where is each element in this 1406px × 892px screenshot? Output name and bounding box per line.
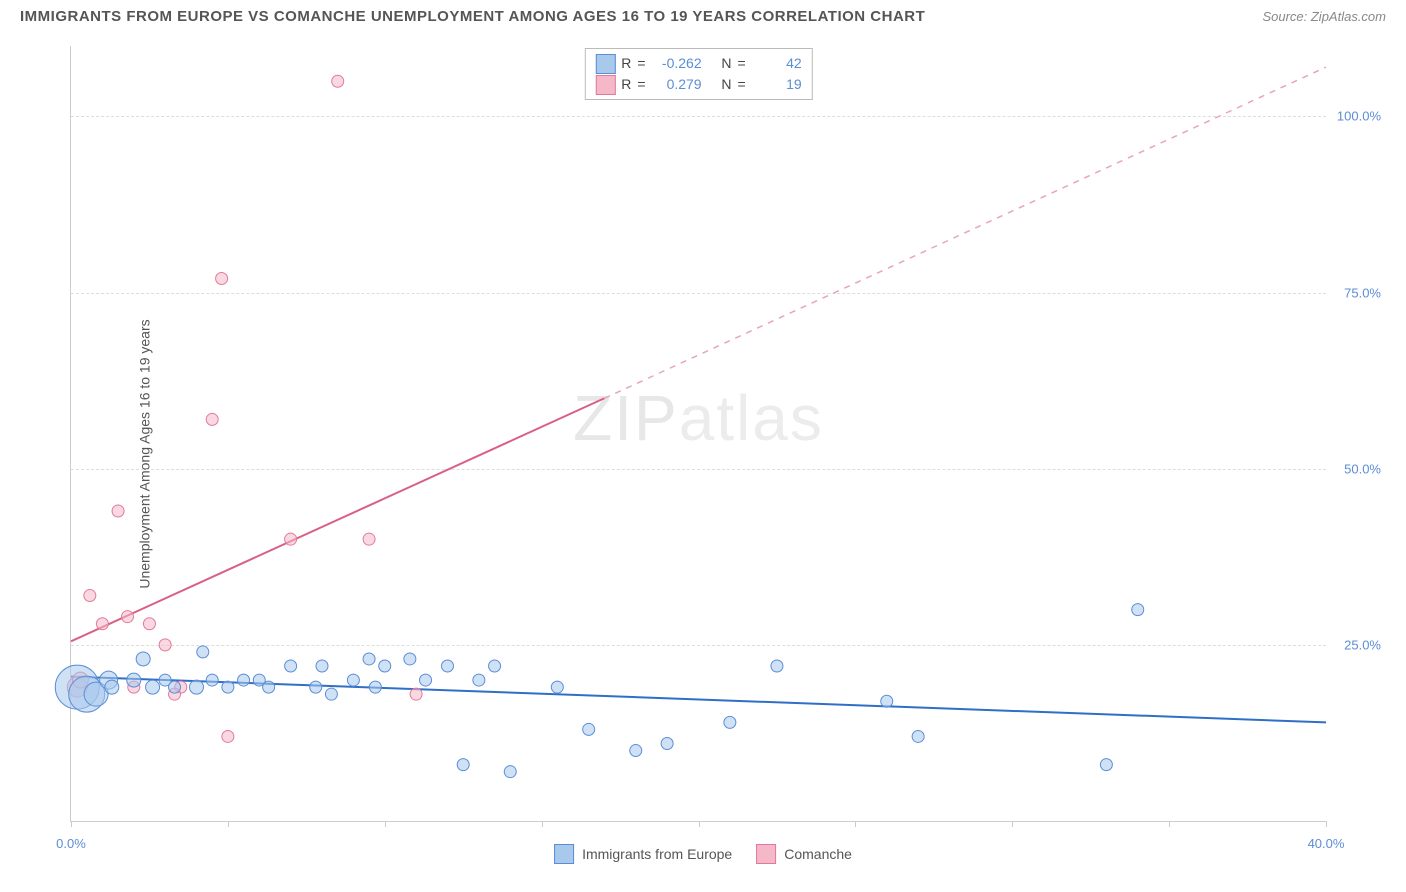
data-point xyxy=(206,413,218,425)
data-point xyxy=(332,75,344,87)
legend-swatch-pink xyxy=(756,844,776,864)
xtick xyxy=(385,821,386,827)
n-value-pink: 19 xyxy=(752,74,802,95)
data-point xyxy=(222,681,234,693)
eq: = xyxy=(637,74,645,95)
data-point xyxy=(316,660,328,672)
data-point xyxy=(190,680,204,694)
data-point xyxy=(136,652,150,666)
data-point xyxy=(285,533,297,545)
data-point xyxy=(369,681,381,693)
data-point xyxy=(96,618,108,630)
correlation-stats-box: R = -0.262 N = 42 R = 0.279 N = 19 xyxy=(584,48,812,100)
data-point xyxy=(84,590,96,602)
legend-label-pink: Comanche xyxy=(784,846,852,862)
xtick xyxy=(542,821,543,827)
xtick-label: 40.0% xyxy=(1308,836,1345,851)
trendline-pink-dash xyxy=(604,67,1326,398)
r-label: R xyxy=(621,74,631,95)
xtick xyxy=(71,821,72,827)
data-point xyxy=(410,688,422,700)
data-point xyxy=(489,660,501,672)
data-point xyxy=(420,674,432,686)
data-point xyxy=(238,674,250,686)
n-label: N xyxy=(721,53,731,74)
data-point xyxy=(442,660,454,672)
r-value-pink: 0.279 xyxy=(652,74,702,95)
ytick-label: 50.0% xyxy=(1344,461,1381,476)
plot-svg xyxy=(71,46,1326,821)
swatch-blue xyxy=(595,54,615,74)
xtick-label: 0.0% xyxy=(56,836,86,851)
data-point xyxy=(263,681,275,693)
data-point xyxy=(457,759,469,771)
data-point xyxy=(146,680,160,694)
legend-swatch-blue xyxy=(554,844,574,864)
data-point xyxy=(310,681,322,693)
data-point xyxy=(379,660,391,672)
data-point xyxy=(363,533,375,545)
n-label: N xyxy=(721,74,731,95)
data-point xyxy=(363,653,375,665)
source-attribution: Source: ZipAtlas.com xyxy=(1262,9,1386,24)
data-point xyxy=(551,681,563,693)
data-point xyxy=(881,695,893,707)
data-point xyxy=(169,681,181,693)
data-point xyxy=(112,505,124,517)
xtick xyxy=(855,821,856,827)
r-value-blue: -0.262 xyxy=(652,53,702,74)
trendline-pink-solid xyxy=(71,398,604,641)
chart-area: Unemployment Among Ages 16 to 19 years Z… xyxy=(20,36,1386,872)
data-point xyxy=(216,273,228,285)
data-point xyxy=(206,674,218,686)
eq: = xyxy=(637,53,645,74)
data-point xyxy=(912,730,924,742)
data-point xyxy=(583,723,595,735)
ytick-label: 75.0% xyxy=(1344,285,1381,300)
data-point xyxy=(724,716,736,728)
r-label: R xyxy=(621,53,631,74)
xtick xyxy=(699,821,700,827)
stats-row-pink: R = 0.279 N = 19 xyxy=(595,74,801,95)
xtick xyxy=(1012,821,1013,827)
xtick xyxy=(1326,821,1327,827)
ytick-label: 100.0% xyxy=(1337,109,1381,124)
bottom-legend: Immigrants from Europe Comanche xyxy=(554,844,852,864)
legend-label-blue: Immigrants from Europe xyxy=(582,846,732,862)
eq: = xyxy=(738,53,746,74)
data-point xyxy=(771,660,783,672)
data-point xyxy=(105,680,119,694)
data-point xyxy=(404,653,416,665)
xtick xyxy=(1169,821,1170,827)
swatch-pink xyxy=(595,75,615,95)
data-point xyxy=(661,738,673,750)
legend-item-blue: Immigrants from Europe xyxy=(554,844,732,864)
data-point xyxy=(159,639,171,651)
plot-region: ZIPatlas R = -0.262 N = 42 R = 0.279 N = xyxy=(70,46,1326,822)
data-point xyxy=(121,611,133,623)
n-value-blue: 42 xyxy=(752,53,802,74)
chart-title: IMMIGRANTS FROM EUROPE VS COMANCHE UNEMP… xyxy=(20,8,925,25)
xtick xyxy=(228,821,229,827)
data-point xyxy=(285,660,297,672)
chart-header: IMMIGRANTS FROM EUROPE VS COMANCHE UNEMP… xyxy=(0,0,1406,29)
source-name: ZipAtlas.com xyxy=(1311,9,1386,24)
data-point xyxy=(197,646,209,658)
data-point xyxy=(325,688,337,700)
data-point xyxy=(1132,604,1144,616)
data-point xyxy=(1100,759,1112,771)
source-prefix: Source: xyxy=(1262,9,1310,24)
data-point xyxy=(630,745,642,757)
stats-row-blue: R = -0.262 N = 42 xyxy=(595,53,801,74)
data-point xyxy=(222,730,234,742)
legend-item-pink: Comanche xyxy=(756,844,852,864)
data-point xyxy=(504,766,516,778)
eq: = xyxy=(738,74,746,95)
data-point xyxy=(143,618,155,630)
ytick-label: 25.0% xyxy=(1344,637,1381,652)
data-point xyxy=(127,673,141,687)
data-point xyxy=(347,674,359,686)
data-point xyxy=(473,674,485,686)
